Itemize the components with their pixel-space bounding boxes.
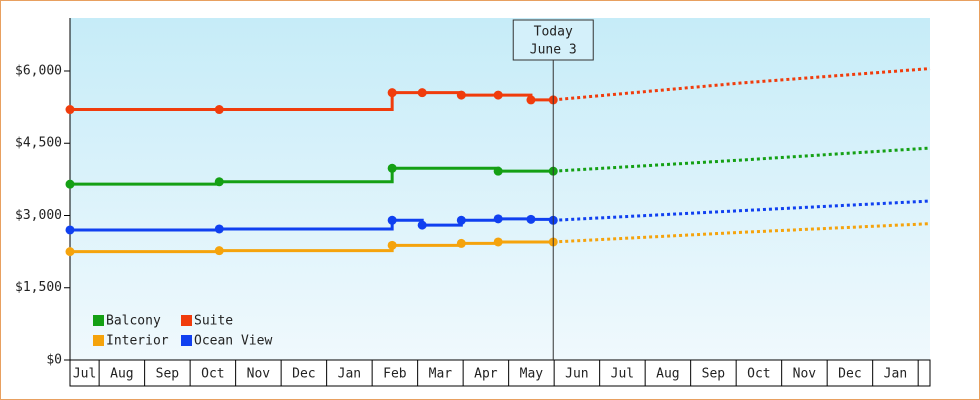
point — [526, 214, 536, 224]
point — [456, 90, 466, 100]
forecast-line — [553, 222, 931, 244]
x-tick-label: Sep — [156, 367, 180, 382]
point — [65, 179, 75, 189]
legend-label: Balcony — [106, 314, 161, 329]
legend-swatch — [181, 335, 192, 346]
point — [456, 215, 466, 225]
x-tick-label: Jul — [611, 367, 634, 382]
y-tick-label: $4,500 — [15, 136, 62, 151]
point — [526, 95, 536, 105]
point — [493, 90, 503, 100]
x-tick-label: Aug — [110, 367, 133, 382]
y-tick-label: $3,000 — [15, 208, 62, 223]
point — [214, 224, 224, 234]
x-tick-label: Mar — [429, 367, 453, 382]
x-tick-label: Jan — [338, 367, 361, 382]
point — [214, 246, 224, 256]
x-tick-label: Jan — [884, 367, 907, 382]
y-tick-label: $1,500 — [15, 280, 62, 295]
legend-label: Ocean View — [194, 334, 272, 349]
x-tick-label: Apr — [474, 367, 498, 382]
x-tick-label: Dec — [838, 367, 861, 382]
point — [387, 163, 397, 173]
point — [387, 215, 397, 225]
today-label: June 3 — [530, 43, 577, 58]
forecast-line — [553, 199, 931, 222]
point — [493, 237, 503, 247]
x-tick-label: May — [520, 367, 544, 382]
point — [417, 220, 427, 230]
forecast-line — [553, 146, 931, 173]
x-tick-label: Jun — [565, 367, 588, 382]
point — [387, 88, 397, 98]
legend-label: Suite — [194, 314, 233, 329]
x-axis-box — [69, 359, 931, 387]
point — [493, 166, 503, 176]
point — [214, 177, 224, 187]
point — [65, 247, 75, 257]
point — [456, 238, 466, 248]
x-tick-label: Feb — [383, 367, 407, 382]
x-tick-label: Sep — [702, 367, 726, 382]
point — [417, 88, 427, 98]
x-tick-label: Nov — [247, 367, 271, 382]
point — [493, 214, 503, 224]
legend-swatch — [93, 315, 104, 326]
x-tick-label: Nov — [793, 367, 817, 382]
x-tick-label: Jul — [73, 367, 96, 382]
x-tick-label: Aug — [656, 367, 679, 382]
y-tick-label: $0 — [46, 353, 62, 368]
point — [65, 225, 75, 235]
legend-swatch — [181, 315, 192, 326]
x-tick-label: Oct — [747, 367, 770, 382]
legend-label: Interior — [106, 334, 169, 349]
x-tick-label: Dec — [292, 367, 315, 382]
legend-swatch — [93, 335, 104, 346]
plot-area — [70, 18, 930, 360]
x-tick-label: Oct — [201, 367, 224, 382]
y-tick-label: $6,000 — [15, 63, 62, 78]
point — [65, 105, 75, 115]
forecast-line — [553, 67, 931, 102]
today-box — [512, 19, 594, 61]
today-label: Today — [534, 25, 573, 40]
point — [387, 240, 397, 250]
point — [214, 105, 224, 115]
